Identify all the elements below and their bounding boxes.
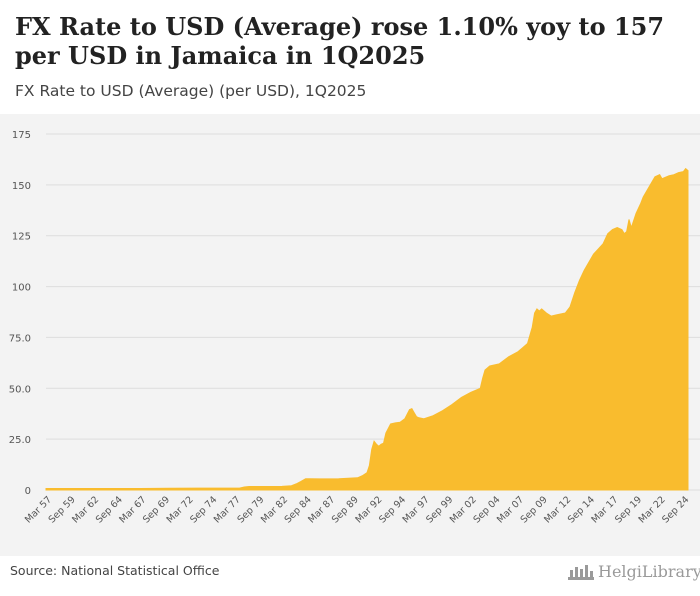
y-tick-label: 75.0 [9,333,31,344]
source-note: Source: National Statistical Office [10,563,220,578]
fx-rate-area-series[interactable] [45,167,689,491]
y-tick-label: 0 [25,486,31,497]
library-building-icon [568,564,594,580]
y-tick-label: 175 [12,130,31,141]
gridlines [46,133,700,491]
y-axis-ticks: 0 25.0 50.0 75.0 100 125 150 175 [9,130,31,497]
y-tick-label: 25.0 [9,435,31,446]
y-tick-label: 150 [12,181,31,192]
y-tick-label: 125 [12,232,31,243]
y-tick-label: 100 [12,283,31,294]
chart-title: FX Rate to USD (Average) rose 1.10% yoy … [15,12,665,70]
data-area [45,167,689,491]
helgi-library-logo[interactable]: HelgiLibrary [568,562,700,581]
x-tick-label: Sep 24 [660,494,691,525]
logo-text: HelgiLibrary [598,562,700,581]
y-tick-label: 50.0 [9,384,31,395]
chart-subtitle: FX Rate to USD (Average) (per USD), 1Q20… [15,82,367,100]
chart-area: 0 25.0 50.0 75.0 100 125 150 175 Mar 57 Sep 59 Ma… [0,114,700,556]
